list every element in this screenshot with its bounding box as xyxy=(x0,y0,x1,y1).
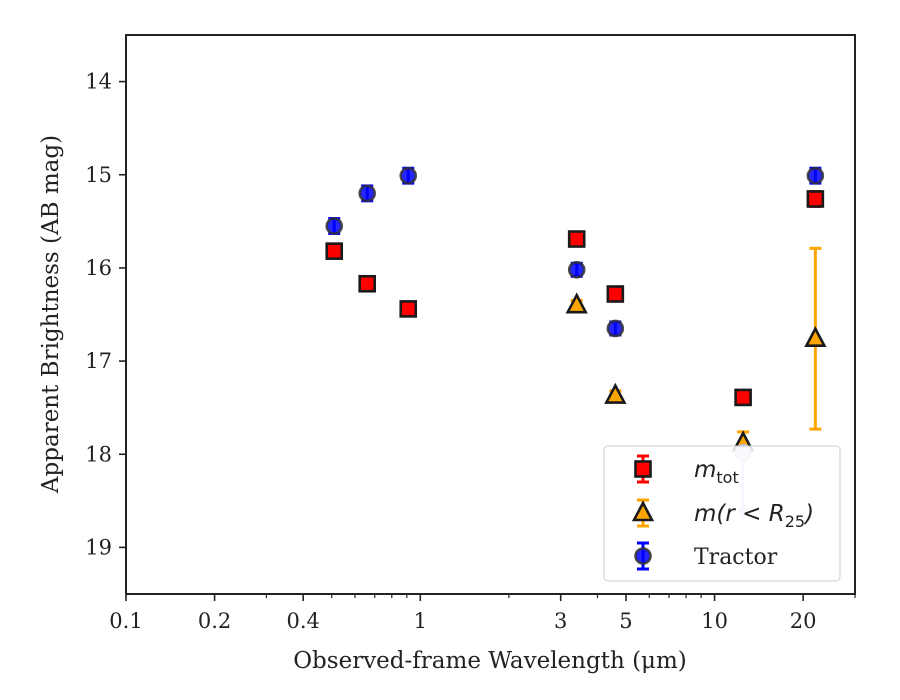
legend-entry-triangle: m(r < R25) xyxy=(631,498,814,531)
legend-entry-circle: Tractor xyxy=(634,541,778,571)
x-tick-label: 0.4 xyxy=(286,609,319,633)
x-axis-ticks: 0.1 0.2 0.4 1 3 5 10 20 xyxy=(109,594,856,633)
data-markers xyxy=(325,166,827,521)
data-point-circle xyxy=(325,217,344,235)
data-point-square xyxy=(399,300,418,318)
y-tick-label: 14 xyxy=(85,70,112,94)
legend: mtot m(r < R25) Tractor xyxy=(603,445,841,582)
series-square xyxy=(325,190,825,407)
x-axis-title: Observed-frame Wavelength (μm) xyxy=(293,648,687,674)
data-point-square xyxy=(734,388,752,407)
data-point-circle xyxy=(567,260,586,279)
legend-entry-square: mtot xyxy=(634,454,739,487)
data-point-square xyxy=(606,285,625,303)
y-tick-label: 19 xyxy=(85,535,112,559)
legend-label: m(r < R25) xyxy=(694,501,814,531)
y-tick-label: 16 xyxy=(85,256,112,280)
x-tick-label: 5 xyxy=(619,609,632,633)
x-tick-label: 20 xyxy=(790,609,817,633)
data-point-triangle xyxy=(604,382,627,404)
data-point-square xyxy=(806,190,825,208)
data-point-circle xyxy=(806,166,825,185)
data-point-square xyxy=(358,274,376,293)
y-tick-label: 15 xyxy=(85,163,112,187)
y-axis-title: Apparent Brightness (AB mag) xyxy=(38,135,64,494)
y-tick-label: 17 xyxy=(85,349,112,373)
x-tick-label: 1 xyxy=(414,609,427,633)
x-tick-label: 0.1 xyxy=(109,609,142,633)
plot-frame xyxy=(125,34,856,595)
data-point-triangle xyxy=(565,292,588,314)
legend-marker-triangle xyxy=(631,500,655,522)
y-axis-ticks: 14 15 16 17 18 19 xyxy=(85,70,126,559)
x-tick-label: 3 xyxy=(554,609,567,633)
x-tick-label: 0.2 xyxy=(198,609,231,633)
legend-box xyxy=(603,445,841,582)
y-tick-label: 18 xyxy=(85,442,112,466)
data-point-square xyxy=(325,242,344,260)
x-tick-label: 10 xyxy=(701,609,728,633)
legend-marker-square xyxy=(634,460,652,478)
legend-label: Tractor xyxy=(694,545,778,570)
data-point-circle xyxy=(358,184,376,203)
data-point-square xyxy=(567,230,586,248)
data-point-triangle xyxy=(804,325,827,348)
legend-marker-circle xyxy=(634,547,652,565)
legend-entries: mtot m(r < R25) Tractor xyxy=(631,454,814,571)
legend-label: mtot xyxy=(694,457,739,487)
data-point-circle xyxy=(606,319,625,338)
data-point-circle xyxy=(399,166,418,185)
